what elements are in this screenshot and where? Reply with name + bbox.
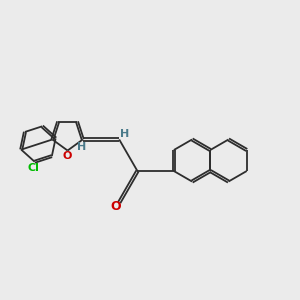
Text: H: H <box>120 129 129 140</box>
Text: O: O <box>63 151 72 161</box>
Text: Cl: Cl <box>27 163 39 173</box>
Text: H: H <box>77 142 87 152</box>
Text: O: O <box>110 200 121 213</box>
